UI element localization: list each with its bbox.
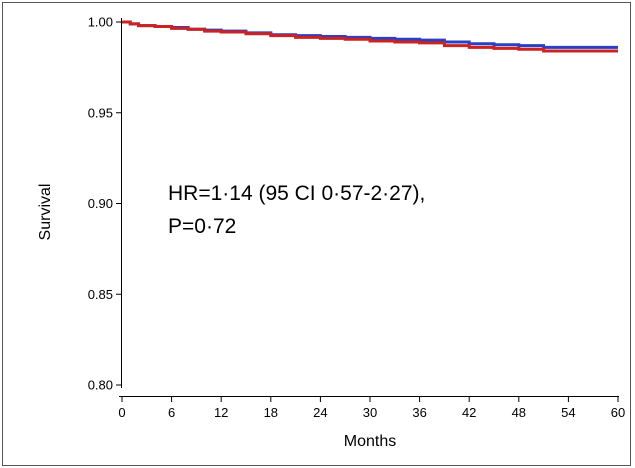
x-tick-label: 6 [168,405,175,420]
x-tick-label: 0 [118,405,125,420]
p-value-annotation: P=0·72 [168,215,236,238]
x-tick-label: 54 [561,405,575,420]
axes: 0.80 0.85 0.90 0.95 1.00 0 6 12 18 24 30 36 42 48 54 60 [88,15,626,421]
survival-curve-2 [122,20,618,53]
y-tick-label: 1.00 [88,15,113,30]
y-tick-label: 0.80 [88,378,113,393]
x-tick-label: 24 [313,405,327,420]
x-tick-label: 36 [412,405,426,420]
y-tick-label: 0.90 [88,196,113,211]
x-tick-label: 42 [462,405,476,420]
hazard-ratio-annotation: HR=1·14 (95 CI 0·57-2·27), [168,182,425,205]
x-tick-label: 30 [363,405,377,420]
y-tick-label: 0.85 [88,287,113,302]
x-tick-label: 48 [512,405,526,420]
x-axis-label: Months [344,433,396,450]
y-tick-label: 0.95 [88,105,113,120]
series-layer [122,20,618,53]
x-tick-label: 60 [611,405,625,420]
x-tick-label: 18 [264,405,278,420]
x-tick-label: 12 [214,405,228,420]
labels: Survival Months HR=1·14 (95 CI 0·57-2·27… [37,182,425,450]
y-axis-label: Survival [37,184,54,241]
